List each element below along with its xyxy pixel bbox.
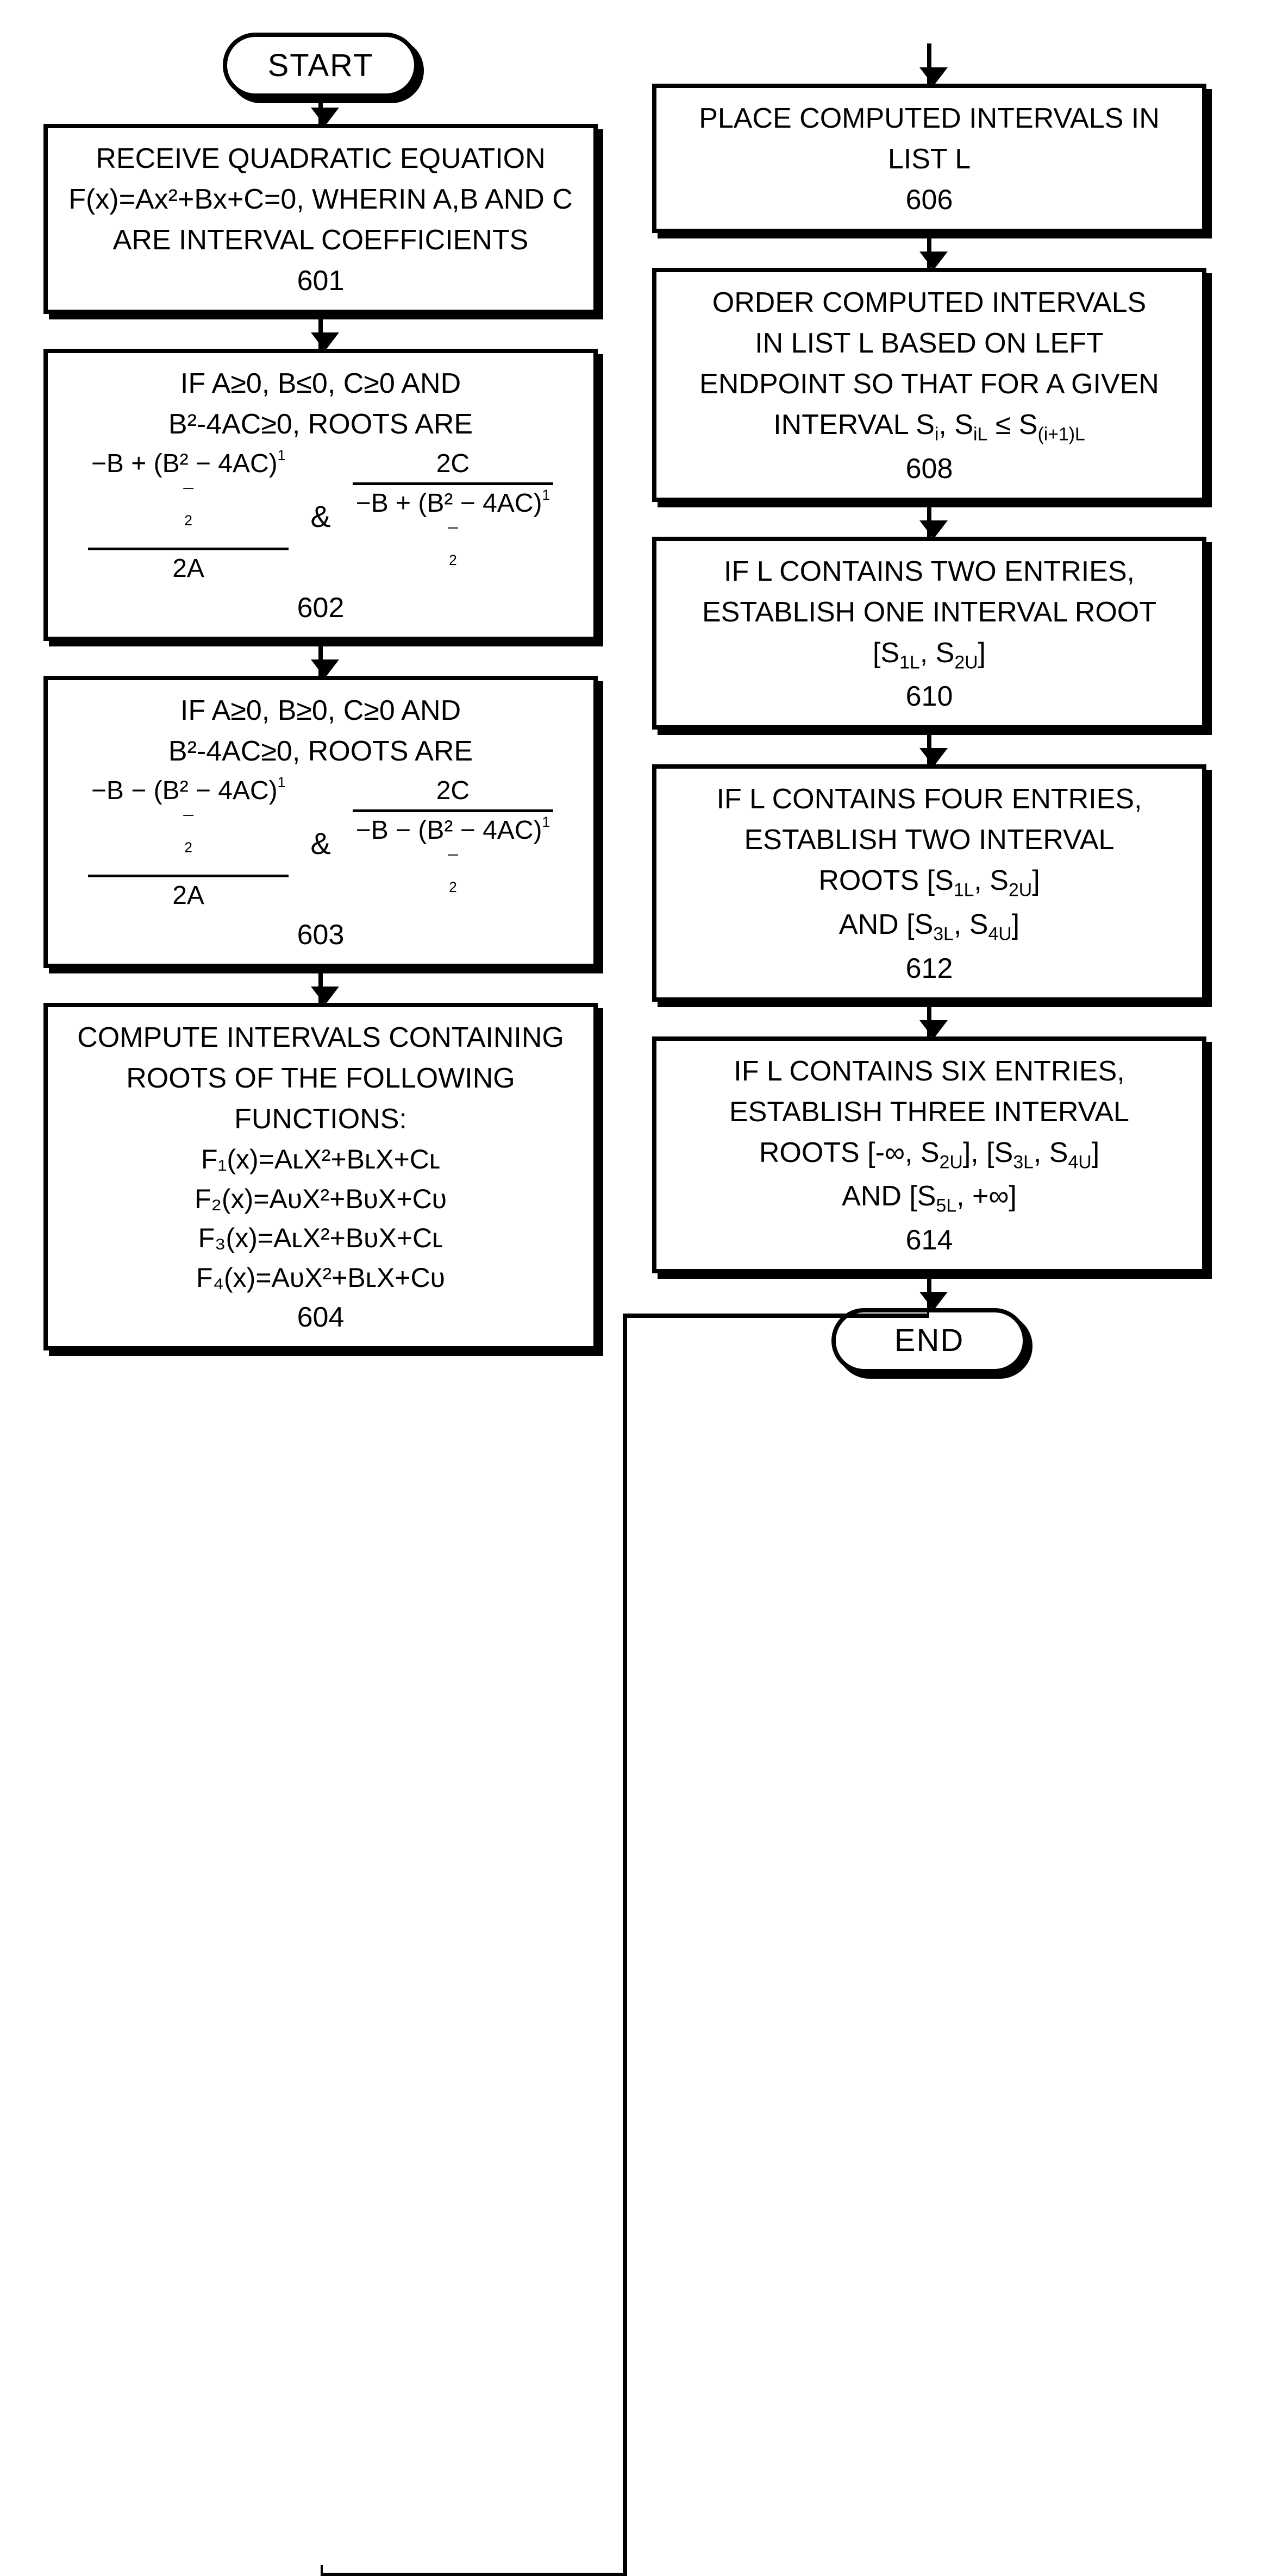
node-602: IF A≥0, B≤0, C≥0 AND B²-4AC≥0, ROOTS ARE… bbox=[43, 349, 598, 641]
node-603: IF A≥0, B≥0, C≥0 AND B²-4AC≥0, ROOTS ARE… bbox=[43, 676, 598, 968]
fraction: −B + (B² − 4AC)1─2 2A bbox=[88, 448, 289, 585]
frac-den: −B − (B² − 4AC)1─2 bbox=[353, 814, 553, 912]
node-604-f3: F₃(x)=AʟX²+BᴜX+Cʟ bbox=[198, 1221, 443, 1255]
node-610-line1: ESTABLISH ONE INTERVAL ROOT bbox=[702, 595, 1156, 630]
node-614: IF L CONTAINS SIX ENTRIES, ESTABLISH THR… bbox=[652, 1036, 1206, 1273]
node-606-line1: LIST L bbox=[888, 142, 971, 177]
node-610-tail: [S1L, S2U] bbox=[873, 636, 986, 674]
terminator-end: END bbox=[831, 1308, 1027, 1373]
frac-den: −B + (B² − 4AC)1─2 bbox=[353, 487, 553, 585]
fraction: 2C −B − (B² − 4AC)1─2 bbox=[353, 775, 553, 912]
arrow-icon bbox=[927, 233, 931, 268]
arrow-icon bbox=[318, 641, 323, 676]
arrow-icon bbox=[318, 968, 323, 1003]
node-612-line2: ROOTS [S1L, S2U] bbox=[818, 863, 1040, 902]
node-614-line3: AND [S5L, +∞] bbox=[842, 1179, 1017, 1217]
frac-bar bbox=[353, 809, 553, 812]
node-601-id: 601 bbox=[297, 263, 345, 299]
node-608-id: 608 bbox=[906, 451, 953, 487]
node-601: RECEIVE QUADRATIC EQUATION F(x)=Ax²+Bx+C… bbox=[43, 124, 598, 314]
frac-bar bbox=[353, 482, 553, 485]
node-608-tail: INTERVAL Si, SiL ≤ S(i+1)L bbox=[773, 407, 1085, 446]
node-612-line1: ESTABLISH TWO INTERVAL bbox=[744, 822, 1115, 858]
arrow-icon bbox=[927, 43, 931, 84]
node-606-line0: PLACE COMPUTED INTERVALS IN bbox=[699, 101, 1160, 136]
ampersand: & bbox=[310, 825, 330, 863]
terminator-start-label: START bbox=[268, 47, 374, 84]
node-614-id: 614 bbox=[906, 1223, 953, 1258]
node-612: IF L CONTAINS FOUR ENTRIES, ESTABLISH TW… bbox=[652, 764, 1206, 1001]
node-614-line2: ROOTS [-∞, S2U], [S3L, S4U] bbox=[759, 1135, 1099, 1174]
terminator-start: START bbox=[223, 33, 418, 98]
node-604-f1: F₁(x)=AʟX²+BʟX+Cʟ bbox=[201, 1142, 440, 1177]
node-612-line0: IF L CONTAINS FOUR ENTRIES, bbox=[717, 782, 1142, 817]
frac-num: 2C bbox=[433, 775, 473, 807]
frac-num: −B + (B² − 4AC)1─2 bbox=[88, 448, 289, 545]
frac-num: −B − (B² − 4AC)1─2 bbox=[88, 775, 289, 872]
flowchart-canvas: START RECEIVE QUADRATIC EQUATION F(x)=Ax… bbox=[0, 0, 1264, 1381]
node-604-line1: ROOTS OF THE FOLLOWING bbox=[126, 1061, 515, 1096]
arrow-icon bbox=[318, 98, 323, 124]
ampersand: & bbox=[310, 498, 330, 536]
node-604-f2: F₂(x)=AᴜX²+BᴜX+Cᴜ bbox=[195, 1182, 447, 1216]
node-602-id: 602 bbox=[297, 590, 345, 626]
node-606: PLACE COMPUTED INTERVALS IN LIST L 606 bbox=[652, 84, 1206, 233]
node-601-line0: RECEIVE QUADRATIC EQUATION bbox=[96, 141, 545, 177]
arrow-icon bbox=[927, 730, 931, 764]
right-column: PLACE COMPUTED INTERVALS IN LIST L 606 O… bbox=[652, 33, 1206, 1373]
connector-604-to-606 bbox=[321, 1299, 929, 2576]
node-602-line0: IF A≥0, B≤0, C≥0 AND bbox=[180, 366, 461, 401]
node-608-line1: IN LIST L BASED ON LEFT bbox=[755, 326, 1104, 361]
node-601-line2: ARE INTERVAL COEFFICIENTS bbox=[113, 223, 529, 258]
node-601-line1: F(x)=Ax²+Bx+C=0, WHERIN A,B AND C bbox=[68, 182, 573, 217]
node-604-line0: COMPUTE INTERVALS CONTAINING bbox=[77, 1020, 564, 1055]
frac-bar bbox=[88, 875, 289, 877]
terminator-end-label: END bbox=[894, 1322, 964, 1359]
arrow-icon bbox=[927, 1273, 931, 1308]
node-602-line1: B²-4AC≥0, ROOTS ARE bbox=[168, 407, 473, 442]
node-604-f4: F₄(x)=AᴜX²+BʟX+Cᴜ bbox=[196, 1261, 445, 1295]
node-603-formula: −B − (B² − 4AC)1─2 2A & 2C −B − (B² − 4A… bbox=[88, 775, 553, 912]
node-608: ORDER COMPUTED INTERVALS IN LIST L BASED… bbox=[652, 268, 1206, 502]
frac-num: 2C bbox=[433, 448, 473, 480]
node-604-id: 604 bbox=[297, 1300, 345, 1335]
fraction: −B − (B² − 4AC)1─2 2A bbox=[88, 775, 289, 912]
node-610: IF L CONTAINS TWO ENTRIES, ESTABLISH ONE… bbox=[652, 537, 1206, 730]
node-610-id: 610 bbox=[906, 679, 953, 714]
node-604: COMPUTE INTERVALS CONTAINING ROOTS OF TH… bbox=[43, 1003, 598, 1350]
node-608-line2: ENDPOINT SO THAT FOR A GIVEN bbox=[699, 367, 1159, 402]
node-606-id: 606 bbox=[906, 183, 953, 218]
node-604-line2: FUNCTIONS: bbox=[234, 1102, 407, 1137]
node-612-line3: AND [S3L, S4U] bbox=[839, 907, 1019, 946]
node-603-id: 603 bbox=[297, 918, 345, 953]
arrow-icon bbox=[927, 1002, 931, 1036]
node-603-line0: IF A≥0, B≥0, C≥0 AND bbox=[180, 693, 461, 728]
frac-den: 2A bbox=[169, 879, 208, 912]
fraction: 2C −B + (B² − 4AC)1─2 bbox=[353, 448, 553, 585]
node-612-id: 612 bbox=[906, 951, 953, 987]
node-614-line1: ESTABLISH THREE INTERVAL bbox=[729, 1095, 1129, 1130]
node-610-line0: IF L CONTAINS TWO ENTRIES, bbox=[724, 554, 1135, 589]
left-column: START RECEIVE QUADRATIC EQUATION F(x)=Ax… bbox=[43, 33, 598, 1350]
node-603-line1: B²-4AC≥0, ROOTS ARE bbox=[168, 734, 473, 769]
frac-bar bbox=[88, 548, 289, 550]
node-602-formula: −B + (B² − 4AC)1─2 2A & 2C −B + (B² − 4A… bbox=[88, 448, 553, 585]
node-608-line0: ORDER COMPUTED INTERVALS bbox=[712, 285, 1146, 321]
frac-den: 2A bbox=[169, 552, 208, 585]
arrow-icon bbox=[927, 502, 931, 537]
node-614-line0: IF L CONTAINS SIX ENTRIES, bbox=[734, 1054, 1124, 1089]
arrow-icon bbox=[318, 314, 323, 349]
